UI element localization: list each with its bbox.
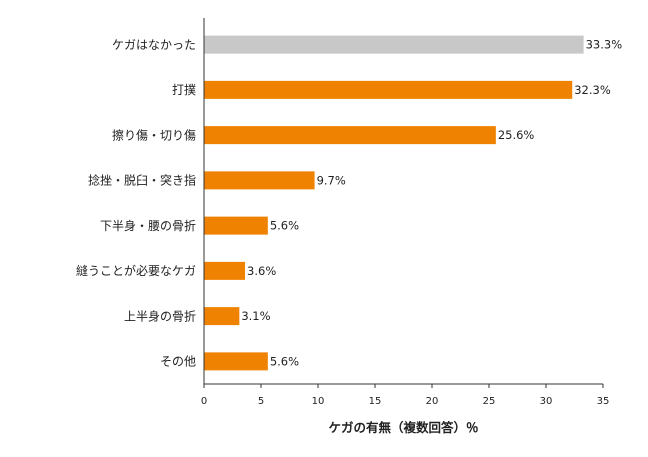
x-tick-label: 20	[426, 396, 439, 407]
value-label: 5.6%	[270, 219, 299, 233]
x-axis-title: ケガの有無（複数回答）％	[328, 420, 478, 435]
category-label: ケガはなかった	[112, 38, 196, 52]
x-tick-label: 15	[369, 396, 382, 407]
x-tick-label: 25	[483, 396, 496, 407]
bar-6	[204, 307, 240, 326]
bar-5	[204, 261, 246, 280]
category-labels-group: ケガはなかった打撲擦り傷・切り傷捻挫・脱臼・突き指下半身・腰の骨折縫うことが必要…	[76, 38, 196, 369]
x-tick-label: 35	[597, 396, 610, 407]
category-label: その他	[160, 355, 196, 369]
value-label: 32.3%	[574, 83, 611, 97]
value-labels-group: 33.3% 32.3% 25.6% 9.7% 5.6% 3.6% 3.1% 5.6%	[241, 38, 622, 369]
bar-3	[204, 171, 315, 190]
x-tick-label: 30	[540, 396, 553, 407]
x-tick-label: 0	[201, 396, 207, 407]
value-label: 9.7%	[317, 173, 346, 187]
bar-2	[204, 126, 496, 145]
category-label: 上半身の骨折	[124, 308, 196, 323]
category-label: 縫うことが必要なケガ	[76, 263, 196, 278]
value-label: 25.6%	[498, 128, 535, 142]
x-ticks-group: 0 5 10 15 20 25 30 35	[201, 384, 610, 407]
value-label: 3.1%	[241, 309, 270, 323]
x-tick-label: 5	[258, 396, 264, 407]
x-tick-label: 10	[312, 396, 325, 407]
category-label: 捻挫・脱臼・突き指	[88, 173, 196, 188]
value-label: 5.6%	[270, 354, 299, 368]
bar-0	[204, 35, 584, 54]
bar-4	[204, 216, 268, 235]
value-label: 33.3%	[586, 38, 623, 52]
category-label: 打撲	[172, 82, 196, 97]
bar-7	[204, 352, 268, 371]
bars-group	[204, 35, 584, 371]
category-label: 擦り傷・切り傷	[112, 127, 196, 142]
category-label: 下半身・腰の骨折	[100, 218, 196, 233]
value-label: 3.6%	[247, 264, 276, 278]
bar-1	[204, 80, 573, 99]
